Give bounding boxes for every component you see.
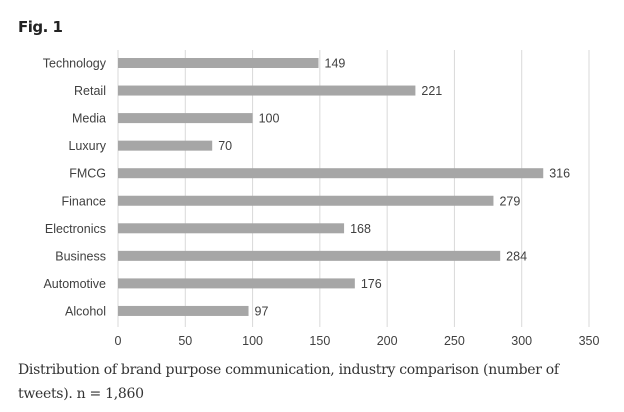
bar-luxury [118, 140, 213, 151]
category-label: Media [72, 112, 106, 126]
x-tick-label: 300 [511, 334, 532, 348]
x-tick-label: 0 [115, 334, 122, 348]
category-label: Technology [43, 57, 107, 71]
x-tick-label: 350 [579, 334, 600, 348]
bar-retail [118, 85, 416, 96]
data-label: 70 [218, 139, 232, 153]
data-label: 316 [549, 167, 570, 181]
bar-fmcg [118, 168, 544, 179]
data-label: 176 [361, 277, 382, 291]
bar-automotive [118, 278, 355, 289]
x-tick-label: 250 [444, 334, 465, 348]
bar-media [118, 113, 253, 124]
category-label: Electronics [45, 222, 106, 236]
data-label: 221 [421, 84, 442, 98]
bar-chart: 0 50 100 150 200 250 300 350 Technology 149 Retail… [43, 50, 600, 348]
bar-business [118, 250, 501, 261]
x-tick-label: 150 [309, 334, 330, 348]
data-label: 284 [506, 249, 527, 263]
data-label: 168 [350, 222, 371, 236]
x-tick-label: 50 [178, 334, 192, 348]
data-label: 97 [255, 304, 269, 318]
data-label: 100 [259, 112, 280, 126]
x-tick-label: 100 [242, 334, 263, 348]
category-label: FMCG [69, 167, 106, 181]
category-label: Finance [62, 194, 107, 208]
bar-electronics [118, 223, 345, 234]
x-tick-label: 200 [377, 334, 398, 348]
category-label: Luxury [68, 139, 106, 153]
figure-label: Fig. 1 [18, 18, 63, 36]
category-label: Retail [74, 84, 106, 98]
bar-finance [118, 195, 494, 206]
bar-technology [118, 58, 319, 68]
category-label: Alcohol [65, 304, 106, 318]
figure-caption: Distribution of brand purpose communicat… [18, 362, 559, 402]
category-label: Automotive [43, 277, 106, 291]
category-label: Business [55, 249, 106, 263]
bar-alcohol [118, 305, 249, 316]
data-label: 279 [499, 194, 520, 208]
data-label: 149 [325, 57, 346, 71]
